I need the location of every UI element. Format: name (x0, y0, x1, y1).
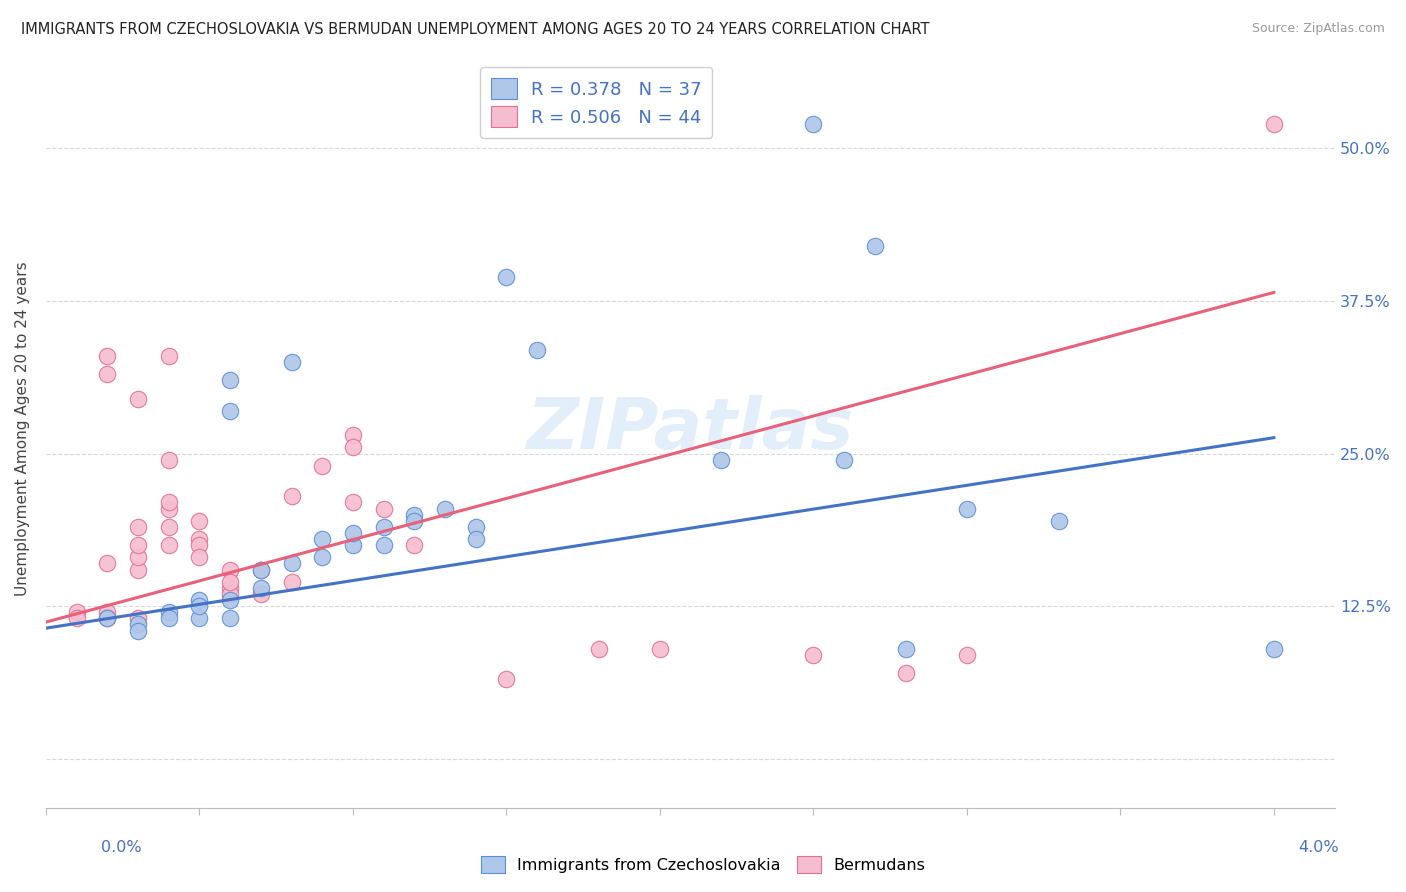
Point (404, 514, 426, 528)
Point (280, 489, 302, 503)
Point (127, 563, 149, 577)
Point (464, 532, 486, 546)
Point (96, 611, 118, 625)
Point (311, 550, 333, 565)
Text: IMMIGRANTS FROM CZECHOSLOVAKIA VS BERMUDAN UNEMPLOYMENT AMONG AGES 20 TO 24 YEAR: IMMIGRANTS FROM CZECHOSLOVAKIA VS BERMUD… (21, 22, 929, 37)
Point (96, 611, 118, 625)
Point (588, 641, 610, 656)
Point (280, 355, 302, 369)
Point (434, 501, 457, 516)
Text: 4.0%: 4.0% (1298, 840, 1339, 855)
Legend: Immigrants from Czechoslovakia, Bermudans: Immigrants from Czechoslovakia, Bermudan… (474, 849, 932, 880)
Legend: R = 0.378   N = 37, R = 0.506   N = 44: R = 0.378 N = 37, R = 0.506 N = 44 (481, 67, 713, 138)
Point (250, 563, 273, 577)
Point (495, 673, 517, 687)
Point (280, 557, 302, 571)
Point (219, 587, 242, 601)
Point (250, 587, 273, 601)
Point (219, 581, 242, 595)
Point (373, 501, 395, 516)
Point (648, 641, 671, 656)
Point (157, 538, 180, 552)
Text: Source: ZipAtlas.com: Source: ZipAtlas.com (1251, 22, 1385, 36)
Point (894, 641, 917, 656)
Point (157, 520, 180, 534)
Point (863, 239, 886, 253)
Point (342, 538, 364, 552)
Point (219, 593, 242, 607)
Point (96, 605, 118, 619)
Point (342, 495, 364, 509)
Point (157, 501, 180, 516)
Point (157, 349, 180, 363)
Point (96, 349, 118, 363)
Point (127, 538, 149, 552)
Point (495, 269, 517, 284)
Point (373, 538, 395, 552)
Point (157, 611, 180, 625)
Point (96, 557, 118, 571)
Point (188, 532, 211, 546)
Point (66, 605, 89, 619)
Point (157, 605, 180, 619)
Point (127, 520, 149, 534)
Point (188, 611, 211, 625)
Point (1263, 117, 1285, 131)
Point (280, 574, 302, 589)
Point (342, 525, 364, 540)
Point (188, 550, 211, 565)
Point (342, 441, 364, 455)
Point (373, 520, 395, 534)
Point (803, 648, 825, 662)
Point (157, 495, 180, 509)
Point (127, 550, 149, 565)
Point (127, 611, 149, 625)
Text: 0.0%: 0.0% (101, 840, 142, 855)
Point (250, 563, 273, 577)
Y-axis label: Unemployment Among Ages 20 to 24 years: Unemployment Among Ages 20 to 24 years (15, 262, 30, 597)
Text: ZIPatlas: ZIPatlas (527, 394, 855, 464)
Point (832, 452, 855, 467)
Point (188, 514, 211, 528)
Point (311, 532, 333, 546)
Point (956, 501, 979, 516)
Point (311, 458, 333, 473)
Point (526, 343, 548, 357)
Point (219, 404, 242, 418)
Point (127, 392, 149, 406)
Point (1263, 641, 1285, 656)
Point (1047, 514, 1070, 528)
Point (956, 648, 979, 662)
Point (342, 428, 364, 442)
Point (157, 452, 180, 467)
Point (96, 368, 118, 382)
Point (188, 538, 211, 552)
Point (219, 373, 242, 387)
Point (219, 574, 242, 589)
Point (188, 599, 211, 614)
Point (188, 593, 211, 607)
Point (219, 563, 242, 577)
Point (464, 520, 486, 534)
Point (219, 611, 242, 625)
Point (127, 624, 149, 638)
Point (894, 666, 917, 681)
Point (127, 617, 149, 632)
Point (250, 581, 273, 595)
Point (404, 508, 426, 522)
Point (66, 611, 89, 625)
Point (803, 117, 825, 131)
Point (710, 452, 733, 467)
Point (404, 538, 426, 552)
